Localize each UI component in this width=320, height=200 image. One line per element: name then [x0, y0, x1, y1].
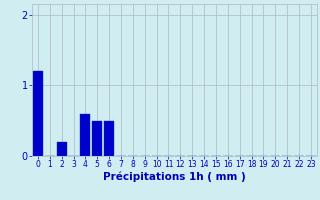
Bar	[57, 142, 67, 156]
Bar	[80, 114, 91, 156]
Bar	[92, 121, 102, 156]
X-axis label: Précipitations 1h ( mm ): Précipitations 1h ( mm )	[103, 172, 246, 182]
Bar	[104, 121, 114, 156]
Bar	[33, 71, 43, 156]
